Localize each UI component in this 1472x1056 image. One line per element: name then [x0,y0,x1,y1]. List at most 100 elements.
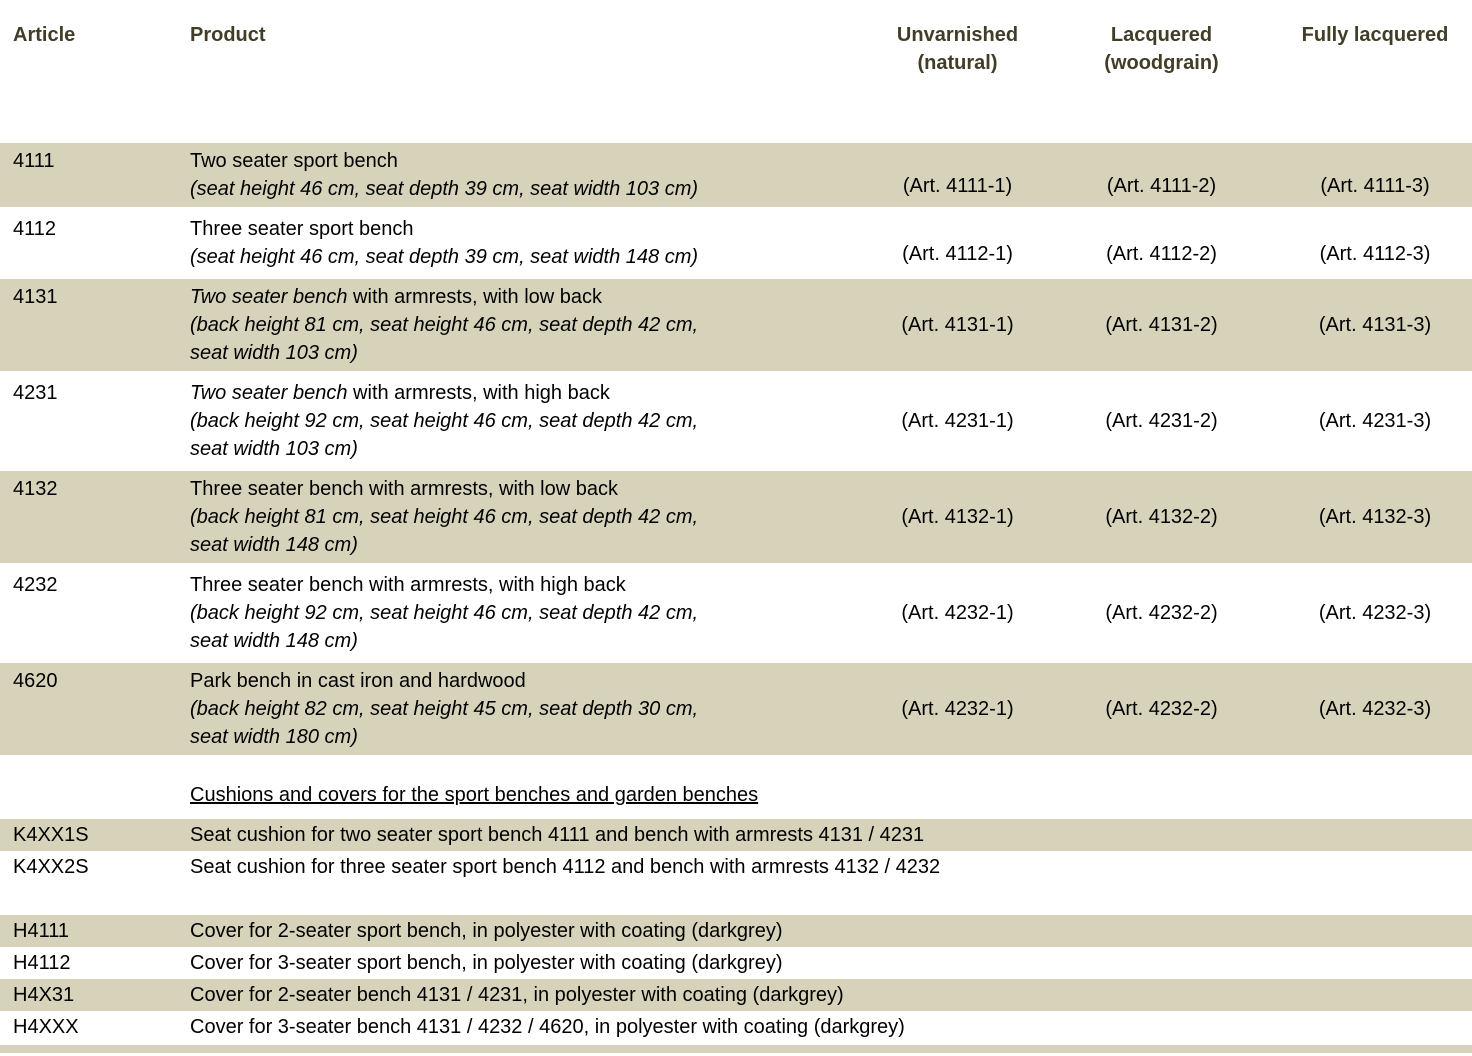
product-spec-line: (seat height 46 cm, seat depth 39 cm, se… [190,246,699,268]
table-row: H4X31 Cover for 2-seater bench 4131 / 423… [0,979,1472,1011]
product-spec-line: seat width 180 cm) [190,726,358,748]
table-row: 4112 Three seater sport bench (seat height… [0,211,1472,275]
product-spec-line: (back height 81 cm, seat height 46 cm, s… [190,314,699,336]
accessory-code: H4112 [13,952,71,974]
art-number-unvarnished: (Art. 4132-1) [901,506,1014,528]
cushion-rows: K4XX1S Seat cushion for two seater sport … [0,819,1472,883]
accessory-code: K4XX2S [13,856,89,878]
product-cell: Three seater sport bench (seat height 46 … [190,211,870,275]
table-row: K4XX2S Seat cushion for three seater spor… [0,851,1472,883]
partial-row-strip [0,1045,1472,1053]
art-number-lacquered: (Art. 4231-2) [1105,410,1218,432]
column-header-lacquered-line1: Lacquered [1110,24,1213,46]
column-header-unvarnished-line2: (natural) [917,52,998,74]
art-number-lacquered: (Art. 4111-2) [1106,175,1217,197]
accessory-code: H4X31 [13,984,75,1006]
art-number-fully-lacquered: (Art. 4232-3) [1318,602,1432,624]
accessory-description: Cover for 2-seater sport bench, in polye… [190,920,783,942]
cover-rows: H4111 Cover for 2-seater sport bench, in … [0,915,1472,1043]
article-number: 4131 [13,286,58,308]
table-row: H4XXX Cover for 3-seater bench 4131 / 423… [0,1011,1472,1043]
accessory-description: Cover for 3-seater bench 4131 / 4232 / 4… [190,1016,905,1038]
table-row: 4231 Two seater bench with armrests, with… [0,375,1472,467]
product-name: Three seater sport bench [190,215,870,243]
art-number-lacquered: (Art. 4132-2) [1105,506,1218,528]
accessory-code: K4XX1S [13,824,89,846]
product-name: Three seater bench with armrests, with h… [190,571,870,599]
accessory-code: H4XXX [13,1016,79,1038]
accessories-section-heading: Cushions and covers for the sport benche… [190,784,759,806]
column-header-fully-lacquered: Fully lacquered [1301,24,1449,46]
product-cell: Three seater bench with armrests, with l… [190,471,870,563]
product-name-text: Two seater sport bench [190,150,398,172]
art-number-fully-lacquered: (Art. 4132-3) [1318,506,1432,528]
product-name: Two seater bench with armrests, with hig… [190,379,870,407]
art-number-lacquered: (Art. 4131-2) [1105,314,1218,336]
art-number-fully-lacquered: (Art. 4112-3) [1319,243,1431,265]
accessory-description: Seat cushion for three seater sport benc… [190,856,941,878]
column-header-unvarnished-line1: Unvarnished [896,24,1019,46]
art-number-unvarnished: (Art. 4231-1) [901,410,1014,432]
product-spec-line: seat width 103 cm) [190,438,358,460]
column-header-product: Product [190,24,266,46]
column-header-lacquered-line2: (woodgrain) [1104,52,1219,74]
column-header-article: Article [13,24,76,46]
accessory-code: H4111 [13,920,69,942]
product-name-text: Three seater bench with armrests, with l… [190,478,618,500]
art-number-unvarnished: (Art. 4232-1) [901,602,1014,624]
section-spacer [0,883,1472,915]
art-number-unvarnished: (Art. 4111-1) [902,175,1013,197]
column-header-unvarnished: Unvarnished (natural) [870,21,1045,77]
article-number: 4231 [13,382,58,404]
product-name-italic-part: Two seater bench [190,382,348,404]
table-row: K4XX1S Seat cushion for two seater sport … [0,819,1472,851]
art-number-fully-lacquered: (Art. 4131-3) [1318,314,1432,336]
product-name-italic-part: Two seater bench [190,286,348,308]
article-number: 4111 [13,150,55,172]
table-row: 4620 Park bench in cast iron and hardwood… [0,663,1472,755]
product-name: Two seater sport bench [190,147,870,175]
product-name: Two seater bench with armrests, with low… [190,283,870,311]
article-number: 4132 [13,478,58,500]
product-spec-line: seat width 148 cm) [190,534,358,556]
article-number: 4620 [13,670,58,692]
product-cell: Two seater bench with armrests, with low… [190,279,870,371]
product-spec-line: (back height 82 cm, seat height 45 cm, s… [190,698,699,720]
bench-table-body: 4111 Two seater sport bench (seat height 4… [0,143,1472,755]
table-row: 4132 Three seater bench with armrests, wi… [0,471,1472,563]
product-name-text: Park bench in cast iron and hardwood [190,670,526,692]
table-header-row: Article Product Unvarnished (natural) La… [0,0,1472,77]
product-name-text: with armrests, with high back [347,382,610,404]
art-number-lacquered: (Art. 4232-2) [1105,698,1218,720]
product-spec-line: (seat height 46 cm, seat depth 39 cm, se… [190,178,699,200]
product-spec-line: (back height 92 cm, seat height 46 cm, s… [190,410,699,432]
product-spec-line: (back height 92 cm, seat height 46 cm, s… [190,602,699,624]
product-cell: Park bench in cast iron and hardwood (bac… [190,663,870,755]
product-spec-line: seat width 103 cm) [190,342,358,364]
art-number-fully-lacquered: (Art. 4111-3) [1320,175,1430,197]
art-number-fully-lacquered: (Art. 4232-3) [1318,698,1432,720]
product-name-text: with armrests, with low back [347,286,603,308]
table-row: H4111 Cover for 2-seater sport bench, in … [0,915,1472,947]
product-cell: Three seater bench with armrests, with h… [190,567,870,659]
art-number-lacquered: (Art. 4232-2) [1105,602,1218,624]
accessory-description: Cover for 3-seater sport bench, in polye… [190,952,783,974]
product-name: Three seater bench with armrests, with l… [190,475,870,503]
art-number-unvarnished: (Art. 4112-1) [902,243,1013,265]
product-spec-line: (back height 81 cm, seat height 46 cm, s… [190,506,699,528]
table-row: 4131 Two seater bench with armrests, with… [0,279,1472,371]
product-spec-line: seat width 148 cm) [190,630,358,652]
product-name-text: Three seater sport bench [190,218,414,240]
product-name: Park bench in cast iron and hardwood [190,667,870,695]
table-row: 4232 Three seater bench with armrests, wi… [0,567,1472,659]
art-number-unvarnished: (Art. 4232-1) [901,698,1014,720]
product-cell: Two seater bench with armrests, with hig… [190,375,870,467]
accessory-description: Seat cushion for two seater sport bench … [190,824,925,846]
table-row: 4111 Two seater sport bench (seat height 4… [0,143,1472,207]
column-header-lacquered: Lacquered (woodgrain) [1045,21,1278,77]
article-number: 4112 [13,218,57,240]
product-name-text: Three seater bench with armrests, with h… [190,574,626,596]
art-number-lacquered: (Art. 4112-2) [1106,243,1217,265]
table-row: H4112 Cover for 3-seater sport bench, in … [0,947,1472,979]
product-cell: Two seater sport bench (seat height 46 cm… [190,143,870,207]
